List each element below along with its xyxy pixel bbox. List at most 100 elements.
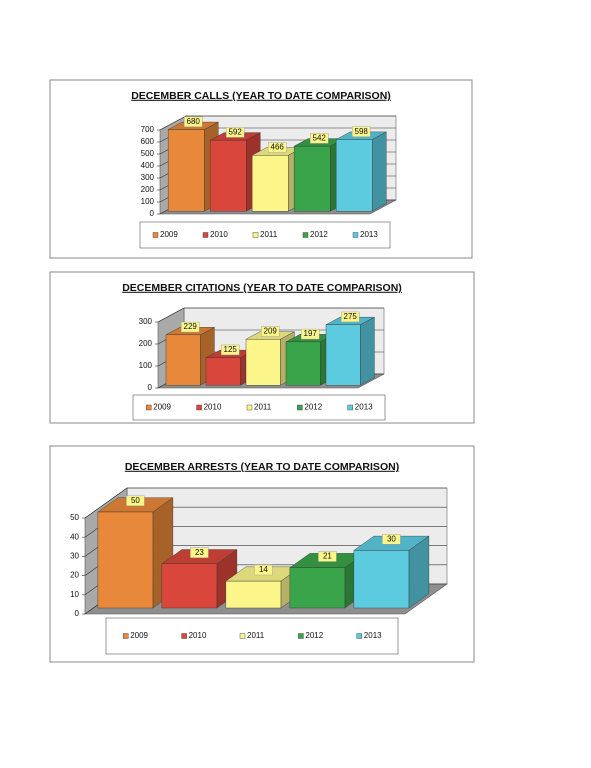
y-tick-label: 200	[139, 339, 153, 348]
legend-swatch	[145, 404, 152, 411]
data-label-box	[190, 547, 209, 558]
data-label-box	[254, 564, 273, 576]
data-label-box	[261, 326, 280, 337]
bar	[165, 334, 201, 386]
legend-box	[105, 617, 399, 655]
bar	[335, 139, 373, 212]
data-label-box	[301, 328, 320, 340]
bar	[325, 324, 361, 386]
y-tick-label: 0	[150, 209, 155, 218]
grid-line-side	[159, 115, 187, 131]
y-tick-label: 100	[141, 197, 155, 206]
chart-title: DECEMBER ARRESTS (YEAR TO DATE COMPARISO…	[125, 461, 399, 473]
data-label-box	[225, 127, 245, 138]
data-label-box	[310, 133, 329, 144]
data-label: 592	[229, 128, 243, 137]
legend-swatch	[202, 232, 209, 238]
legend-label: 2011	[247, 631, 265, 640]
data-label: 30	[387, 534, 396, 543]
bar	[289, 567, 346, 609]
y-tick-label: 300	[141, 173, 155, 182]
y-tick-label: 30	[70, 552, 79, 561]
y-tick-label: 100	[139, 361, 153, 370]
legend-label: 2012	[304, 403, 322, 412]
data-label: 542	[313, 134, 327, 143]
legend-swatch	[352, 232, 359, 238]
data-label-box	[352, 126, 371, 137]
legend-swatch	[252, 232, 259, 238]
data-label: 14	[259, 565, 268, 574]
data-label: 275	[344, 312, 358, 321]
data-label-box	[341, 311, 360, 323]
chart-title: DECEMBER CALLS (YEAR TO DATE COMPARISON)	[131, 90, 391, 102]
data-label: 23	[195, 548, 204, 557]
legend-box	[139, 221, 391, 249]
y-tick-label: 20	[70, 571, 79, 580]
bar	[97, 511, 154, 609]
data-label-box	[183, 116, 203, 128]
y-tick-label: 50	[70, 513, 79, 522]
legend-label: 2013	[355, 403, 373, 412]
data-label: 680	[187, 117, 201, 126]
bar	[293, 145, 331, 212]
legend-swatch	[298, 633, 304, 639]
legend-swatch	[347, 404, 353, 411]
legend-swatch	[246, 404, 253, 411]
data-label: 197	[304, 329, 318, 338]
y-tick-label: 0	[75, 609, 80, 618]
data-label-box	[180, 321, 200, 333]
legend-swatch	[302, 232, 309, 238]
legend-swatch	[152, 232, 159, 238]
data-label-box	[220, 344, 240, 356]
legend-label: 2011	[254, 403, 272, 412]
grid-line-side	[84, 487, 128, 519]
legend-label: 2013	[360, 230, 378, 239]
legend-swatch	[196, 404, 202, 411]
bar	[245, 339, 281, 386]
legend-label: 2009	[160, 230, 178, 239]
data-label-box	[126, 495, 145, 507]
data-label: 125	[224, 345, 238, 354]
data-label-box	[382, 534, 401, 545]
grid-line-side	[157, 307, 185, 323]
data-label: 229	[184, 322, 198, 331]
y-tick-label: 300	[139, 317, 153, 326]
bar	[161, 563, 218, 609]
bar	[353, 550, 410, 609]
data-label: 466	[271, 143, 285, 152]
y-tick-label: 40	[70, 532, 79, 541]
legend-label: 2012	[310, 230, 328, 239]
y-tick-label: 600	[141, 137, 155, 146]
legend-label: 2009	[153, 403, 171, 412]
legend-swatch	[239, 633, 246, 639]
data-label-box	[268, 142, 287, 153]
y-tick-label: 500	[141, 149, 155, 158]
y-tick-label: 200	[141, 185, 155, 194]
chart-title: DECEMBER CITATIONS (YEAR TO DATE COMPARI…	[122, 282, 402, 294]
data-label-box	[318, 551, 337, 562]
legend-label: 2012	[305, 631, 323, 640]
bar	[205, 357, 241, 386]
legend-label: 2010	[210, 230, 228, 239]
bar-side	[360, 316, 375, 386]
bar	[167, 129, 205, 212]
bar	[285, 341, 321, 386]
legend-swatch	[356, 633, 362, 639]
bar-side	[372, 131, 387, 212]
legend-swatch	[181, 633, 187, 639]
legend-label: 2010	[204, 403, 222, 412]
legend-label: 2011	[260, 230, 278, 239]
legend-label: 2013	[364, 631, 382, 640]
legend-label: 2009	[130, 631, 148, 640]
y-tick-label: 10	[70, 590, 79, 599]
y-tick-label: 400	[141, 161, 155, 170]
y-tick-label: 0	[148, 383, 153, 392]
legend-swatch	[297, 404, 303, 411]
bar	[251, 155, 289, 212]
y-tick-label: 700	[141, 125, 155, 134]
legend-box	[132, 394, 386, 421]
bar	[225, 580, 282, 609]
data-label: 21	[323, 552, 332, 561]
data-label: 598	[355, 127, 369, 136]
